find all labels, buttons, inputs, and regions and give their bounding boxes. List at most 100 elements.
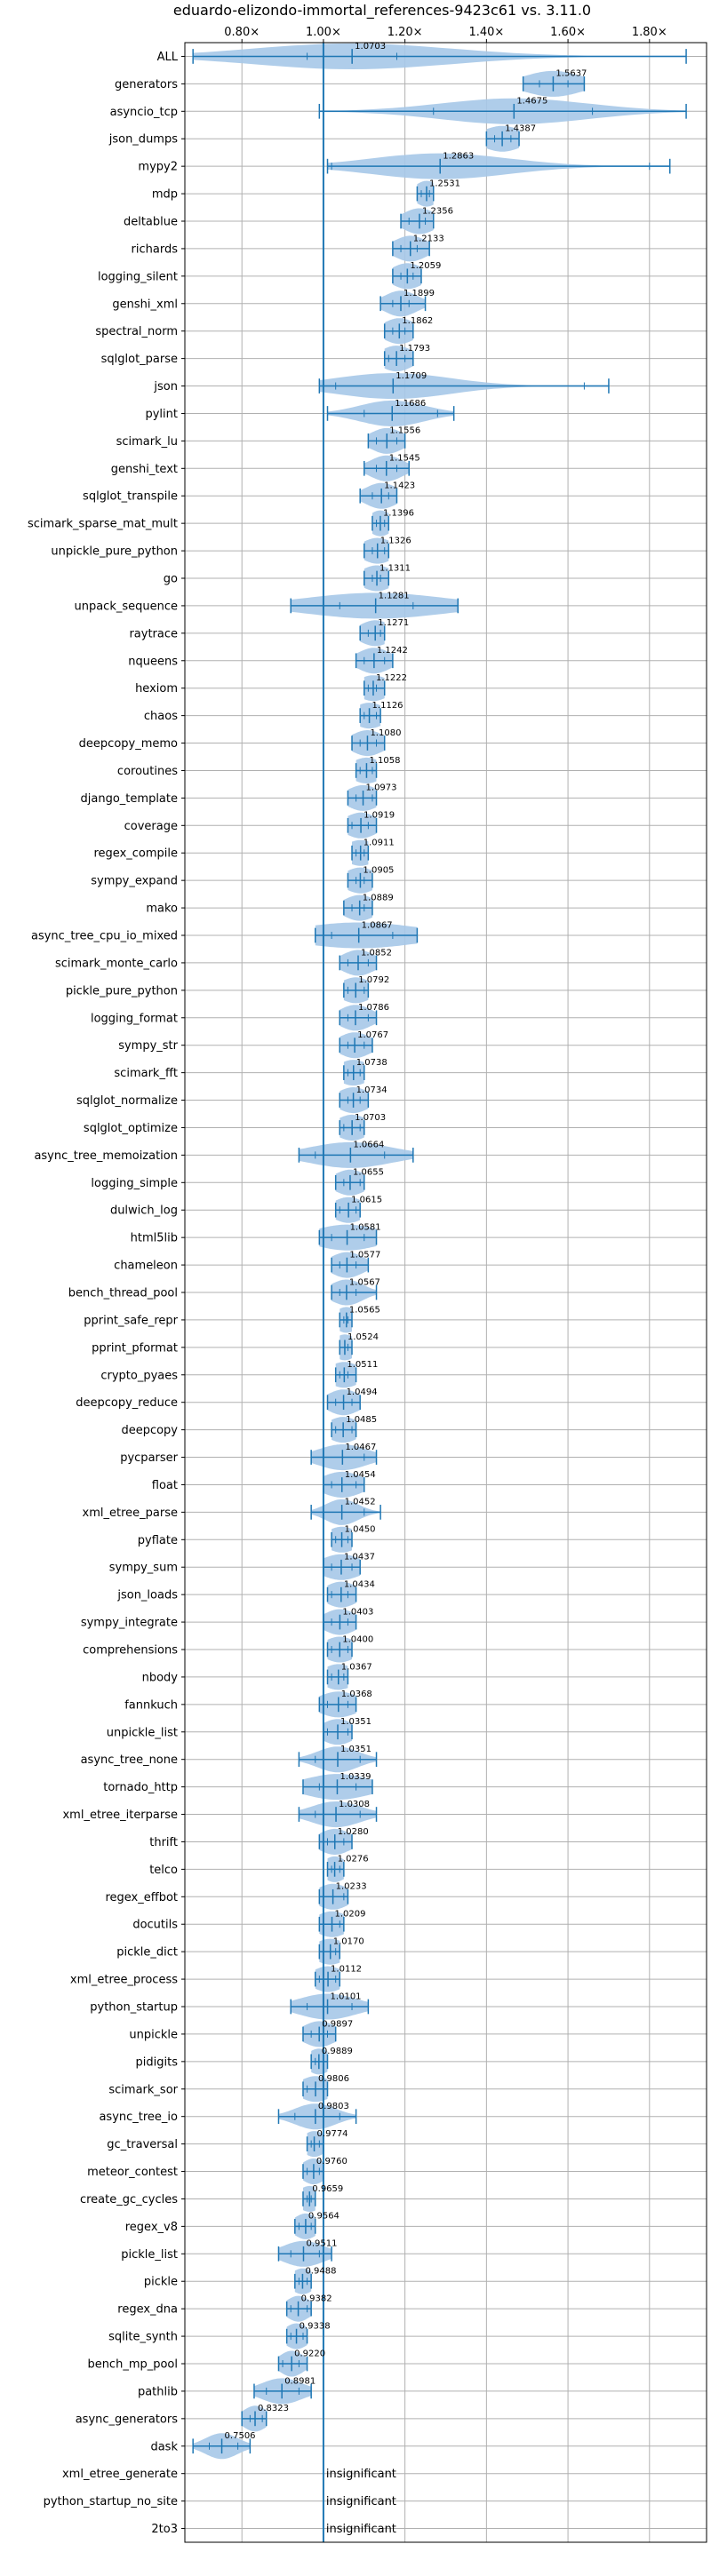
mean-value-label: 1.0703 bbox=[355, 1113, 386, 1123]
benchmark-label: logging_format bbox=[91, 1012, 178, 1025]
benchmark-label: go bbox=[164, 573, 178, 586]
mean-value-label: 1.0467 bbox=[345, 1443, 376, 1452]
mean-value-label: 0.7506 bbox=[225, 2431, 256, 2441]
mean-value-label: 1.2356 bbox=[422, 206, 453, 216]
mean-value-label: 1.0233 bbox=[336, 1882, 367, 1892]
benchmark-label: logging_silent bbox=[98, 270, 178, 283]
benchmark-label: python_startup_no_site bbox=[44, 2495, 178, 2508]
benchmark-label: regex_effbot bbox=[105, 1891, 178, 1904]
benchmark-label: deepcopy bbox=[121, 1424, 178, 1437]
benchmark-label: gc_traversal bbox=[107, 2138, 178, 2151]
benchmark-label: mdp bbox=[152, 188, 178, 202]
benchmark-label: json bbox=[153, 380, 178, 394]
plot-frame bbox=[184, 42, 707, 2543]
benchmark-label: telco bbox=[149, 1864, 178, 1877]
benchmark-label: async_tree_none bbox=[81, 1753, 178, 1767]
mean-value-label: 1.0734 bbox=[356, 1085, 387, 1095]
mean-value-label: 1.0437 bbox=[344, 1553, 375, 1562]
benchmark-label: mako bbox=[146, 902, 178, 916]
mean-value-label: 0.9803 bbox=[318, 2102, 349, 2111]
mean-value-label: 1.1126 bbox=[372, 701, 403, 711]
mean-value-label: 1.0911 bbox=[363, 839, 395, 848]
mean-value-label: 1.0339 bbox=[340, 1772, 371, 1782]
benchmark-label: raytrace bbox=[129, 627, 178, 640]
x-tick-label: 1.80× bbox=[632, 26, 667, 39]
mean-value-label: 1.0485 bbox=[346, 1415, 377, 1425]
mean-value-label: 1.0567 bbox=[349, 1277, 380, 1287]
mean-value-label: 1.1271 bbox=[378, 618, 409, 628]
benchmark-label: richards bbox=[132, 242, 179, 256]
benchmark-label: xml_etree_generate bbox=[62, 2468, 178, 2481]
mean-value-label: 1.0434 bbox=[344, 1579, 375, 1589]
mean-value-label: 1.0280 bbox=[338, 1827, 369, 1837]
mean-value-label: 1.0767 bbox=[357, 1030, 388, 1040]
benchmark-label: regex_dna bbox=[117, 2303, 178, 2317]
mean-value-label: 1.0615 bbox=[351, 1196, 382, 1205]
mean-value-label: 1.0112 bbox=[331, 1964, 362, 1974]
mean-value-label: 1.1545 bbox=[389, 454, 420, 464]
benchmark-label: scimark_lu bbox=[116, 435, 178, 449]
benchmark-label: fannkuch bbox=[124, 1698, 178, 1712]
benchmark-label: scimark_sparse_mat_mult bbox=[28, 518, 178, 531]
mean-value-label: 1.4387 bbox=[505, 124, 536, 134]
mean-value-label: 1.0703 bbox=[355, 42, 386, 52]
insignificant-label: insignificant bbox=[326, 2495, 396, 2508]
mean-value-label: 1.0351 bbox=[340, 1717, 371, 1727]
benchmark-label: sympy_sum bbox=[109, 1562, 178, 1575]
mean-value-label: 1.0351 bbox=[340, 1745, 371, 1754]
insignificant-label: insignificant bbox=[326, 2468, 396, 2481]
benchmark-label: scimark_sor bbox=[108, 2083, 178, 2096]
benchmark-label: pycparser bbox=[120, 1451, 178, 1465]
benchmark-label: pickle_list bbox=[121, 2248, 178, 2262]
mean-value-label: 0.9659 bbox=[312, 2184, 343, 2194]
insignificant-label: insignificant bbox=[326, 2523, 396, 2536]
chart-title: eduardo-elizondo-immortal_references-942… bbox=[173, 2, 591, 20]
mean-value-label: 1.1899 bbox=[403, 289, 435, 298]
mean-value-label: 1.1080 bbox=[370, 728, 401, 738]
mean-value-label: 0.9338 bbox=[300, 2321, 331, 2331]
grid-layer bbox=[185, 43, 707, 2542]
benchmark-label: deepcopy_memo bbox=[79, 737, 178, 751]
mean-value-label: 1.0494 bbox=[347, 1387, 378, 1397]
mean-value-label: 1.4675 bbox=[516, 97, 547, 107]
mean-value-label: 1.2059 bbox=[410, 261, 441, 271]
mean-value-label: 1.0919 bbox=[363, 811, 395, 821]
benchmark-label: logging_simple bbox=[91, 1177, 178, 1190]
benchmark-label: nqueens bbox=[128, 655, 178, 668]
benchmark-label: genshi_text bbox=[111, 463, 178, 476]
mean-value-label: 1.0867 bbox=[362, 920, 393, 930]
benchmark-label: crypto_pyaes bbox=[100, 1369, 178, 1382]
mean-value-label: 1.0367 bbox=[341, 1662, 372, 1672]
mean-value-label: 1.1396 bbox=[383, 508, 414, 518]
benchmark-label: xml_etree_parse bbox=[83, 1507, 178, 1520]
mean-value-label: 1.1793 bbox=[399, 344, 430, 354]
benchmark-label: xml_etree_iterparse bbox=[62, 1809, 178, 1822]
benchmark-label: async_tree_io bbox=[99, 2111, 178, 2124]
mean-value-label: 1.1242 bbox=[377, 646, 408, 656]
mean-value-label: 1.0454 bbox=[345, 1470, 376, 1480]
benchmark-label: tornado_http bbox=[103, 1781, 178, 1794]
x-tick-label: 1.60× bbox=[550, 26, 586, 39]
benchmark-label: bench_thread_pool bbox=[68, 1287, 178, 1300]
benchmark-label: sqlglot_optimize bbox=[84, 1122, 178, 1135]
benchmark-label: pyflate bbox=[138, 1534, 178, 1547]
benchmark-label: bench_mp_pool bbox=[87, 2358, 178, 2372]
mean-value-label: 0.9511 bbox=[306, 2239, 337, 2249]
benchmark-label: async_tree_memoization bbox=[34, 1149, 178, 1163]
mean-value-label: 0.9897 bbox=[322, 2019, 353, 2029]
mean-value-label: 0.9760 bbox=[316, 2157, 348, 2167]
mean-value-label: 1.0276 bbox=[338, 1855, 369, 1864]
mean-value-label: 1.0209 bbox=[335, 1910, 366, 1920]
benchmark-label: json_dumps bbox=[108, 133, 178, 147]
mean-value-label: 1.1311 bbox=[379, 563, 411, 573]
mean-value-label: 1.2531 bbox=[429, 179, 460, 188]
benchmark-label: mypy2 bbox=[138, 161, 178, 174]
benchmark-label: sqlglot_parse bbox=[101, 353, 178, 366]
benchmark-label: unpack_sequence bbox=[74, 600, 178, 613]
mean-value-label: 1.0452 bbox=[345, 1498, 376, 1507]
benchmark-label: sympy_integrate bbox=[81, 1617, 178, 1630]
x-tick-label-layer: 0.80× 1.00× 1.20× 1.40× 1.60× 1.80× bbox=[224, 26, 667, 43]
benchmark-label: pprint_pformat bbox=[92, 1341, 178, 1355]
mean-value-label: 1.1281 bbox=[379, 591, 410, 600]
